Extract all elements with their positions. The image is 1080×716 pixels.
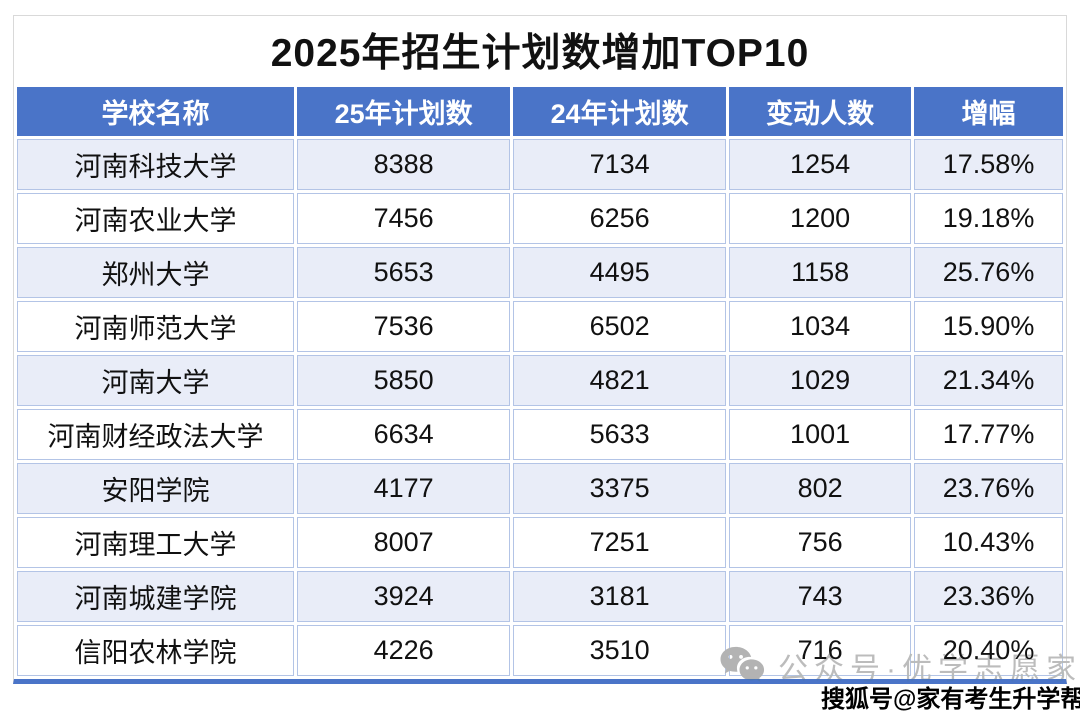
table-row: 安阳学院 4177 3375 802 23.76% — [17, 463, 1063, 514]
cell-change: 802 — [729, 463, 912, 514]
cell-school: 信阳农林学院 — [17, 625, 295, 676]
cell-change: 1001 — [729, 409, 912, 460]
cell-growth: 17.77% — [914, 409, 1063, 460]
header-row: 学校名称 25年计划数 24年计划数 变动人数 增幅 — [17, 87, 1063, 136]
cell-plan-2025: 5653 — [297, 247, 511, 298]
col-header-school: 学校名称 — [17, 87, 295, 136]
table-row: 信阳农林学院 4226 3510 716 20.40% — [17, 625, 1063, 676]
cell-plan-2024: 7134 — [513, 139, 727, 190]
cell-plan-2024: 5633 — [513, 409, 727, 460]
cell-school: 河南农业大学 — [17, 193, 295, 244]
cell-change: 1158 — [729, 247, 912, 298]
enrollment-table: 学校名称 25年计划数 24年计划数 变动人数 增幅 河南科技大学 8388 7… — [14, 84, 1066, 679]
cell-growth: 15.90% — [914, 301, 1063, 352]
cell-plan-2025: 6634 — [297, 409, 511, 460]
cell-growth: 23.36% — [914, 571, 1063, 622]
cell-change: 743 — [729, 571, 912, 622]
cell-growth: 20.40% — [914, 625, 1063, 676]
cell-plan-2024: 6256 — [513, 193, 727, 244]
cell-school: 河南财经政法大学 — [17, 409, 295, 460]
cell-plan-2024: 4821 — [513, 355, 727, 406]
cell-growth: 19.18% — [914, 193, 1063, 244]
cell-plan-2024: 3181 — [513, 571, 727, 622]
table-row: 河南理工大学 8007 7251 756 10.43% — [17, 517, 1063, 568]
cell-school: 郑州大学 — [17, 247, 295, 298]
cell-change: 716 — [729, 625, 912, 676]
cell-change: 1029 — [729, 355, 912, 406]
cell-plan-2025: 7536 — [297, 301, 511, 352]
cell-plan-2024: 7251 — [513, 517, 727, 568]
cell-change: 756 — [729, 517, 912, 568]
cell-growth: 25.76% — [914, 247, 1063, 298]
cell-school: 河南城建学院 — [17, 571, 295, 622]
table-row: 河南大学 5850 4821 1029 21.34% — [17, 355, 1063, 406]
cell-change: 1200 — [729, 193, 912, 244]
cell-plan-2025: 8007 — [297, 517, 511, 568]
col-header-plan-2024: 24年计划数 — [513, 87, 727, 136]
cell-plan-2025: 4177 — [297, 463, 511, 514]
cell-change: 1254 — [729, 139, 912, 190]
cell-plan-2025: 4226 — [297, 625, 511, 676]
cell-plan-2025: 7456 — [297, 193, 511, 244]
col-header-growth: 增幅 — [914, 87, 1063, 136]
col-header-change: 变动人数 — [729, 87, 912, 136]
table-row: 河南财经政法大学 6634 5633 1001 17.77% — [17, 409, 1063, 460]
cell-growth: 21.34% — [914, 355, 1063, 406]
cell-growth: 17.58% — [914, 139, 1063, 190]
cell-plan-2025: 5850 — [297, 355, 511, 406]
table-row: 河南城建学院 3924 3181 743 23.36% — [17, 571, 1063, 622]
table-sheet: 2025年招生计划数增加TOP10 学校名称 25年计划数 24年计划数 变动人… — [13, 15, 1067, 684]
cell-plan-2025: 8388 — [297, 139, 511, 190]
cell-plan-2024: 3375 — [513, 463, 727, 514]
cell-plan-2024: 4495 — [513, 247, 727, 298]
cell-school: 河南师范大学 — [17, 301, 295, 352]
col-header-plan-2025: 25年计划数 — [297, 87, 511, 136]
cell-school: 河南大学 — [17, 355, 295, 406]
table-row: 河南师范大学 7536 6502 1034 15.90% — [17, 301, 1063, 352]
page-title: 2025年招生计划数增加TOP10 — [14, 16, 1066, 84]
table-row: 河南农业大学 7456 6256 1200 19.18% — [17, 193, 1063, 244]
cell-plan-2025: 3924 — [297, 571, 511, 622]
cell-growth: 23.76% — [914, 463, 1063, 514]
cell-plan-2024: 6502 — [513, 301, 727, 352]
cell-school: 河南科技大学 — [17, 139, 295, 190]
cell-change: 1034 — [729, 301, 912, 352]
cell-plan-2024: 3510 — [513, 625, 727, 676]
sohu-watermark-text: 搜狐号@家有考生升学帮 — [821, 686, 1080, 713]
table-row: 郑州大学 5653 4495 1158 25.76% — [17, 247, 1063, 298]
cell-school: 安阳学院 — [17, 463, 295, 514]
cell-growth: 10.43% — [914, 517, 1063, 568]
cell-school: 河南理工大学 — [17, 517, 295, 568]
table-row: 河南科技大学 8388 7134 1254 17.58% — [17, 139, 1063, 190]
